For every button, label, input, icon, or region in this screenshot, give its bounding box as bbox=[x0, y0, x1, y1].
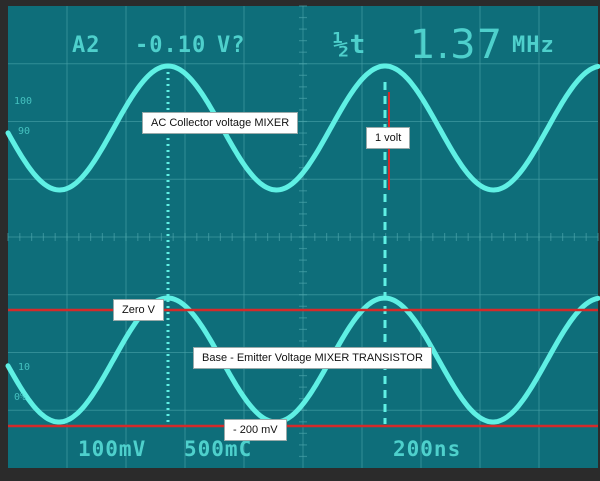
time-scale-readout: 200ns bbox=[393, 437, 462, 461]
base-emitter-voltage-trace bbox=[5, 295, 600, 425]
ch1-scale-readout: 100mV bbox=[78, 437, 147, 461]
ch2-scale-readout: 500mC bbox=[184, 437, 253, 461]
scale-mark-0: 0% bbox=[14, 392, 27, 403]
zero-volt-label: Zero V bbox=[113, 299, 165, 321]
minus-200mv-label: - 200 mV bbox=[224, 419, 287, 441]
scale-mark-10: 10 bbox=[18, 362, 31, 373]
trigger-readout: ½t bbox=[333, 30, 367, 60]
scale-mark-90: 90 bbox=[18, 126, 31, 137]
collector-voltage-label: AC Collector voltage MIXER bbox=[142, 112, 299, 134]
channel-readout: A2 bbox=[72, 33, 101, 58]
collector-voltage-trace bbox=[5, 63, 600, 193]
frequency-unit-readout: MHz bbox=[512, 33, 555, 58]
one-volt-label: 1 volt bbox=[366, 127, 411, 149]
frequency-readout: 1.37 bbox=[410, 22, 504, 68]
base-emitter-voltage-label: Base - Emitter Voltage MIXER TRANSISTOR bbox=[193, 347, 432, 369]
offset-readout: -0.10 bbox=[135, 33, 207, 58]
scale-mark-100: 100 bbox=[14, 96, 33, 107]
unit-readout: V? bbox=[217, 33, 246, 58]
